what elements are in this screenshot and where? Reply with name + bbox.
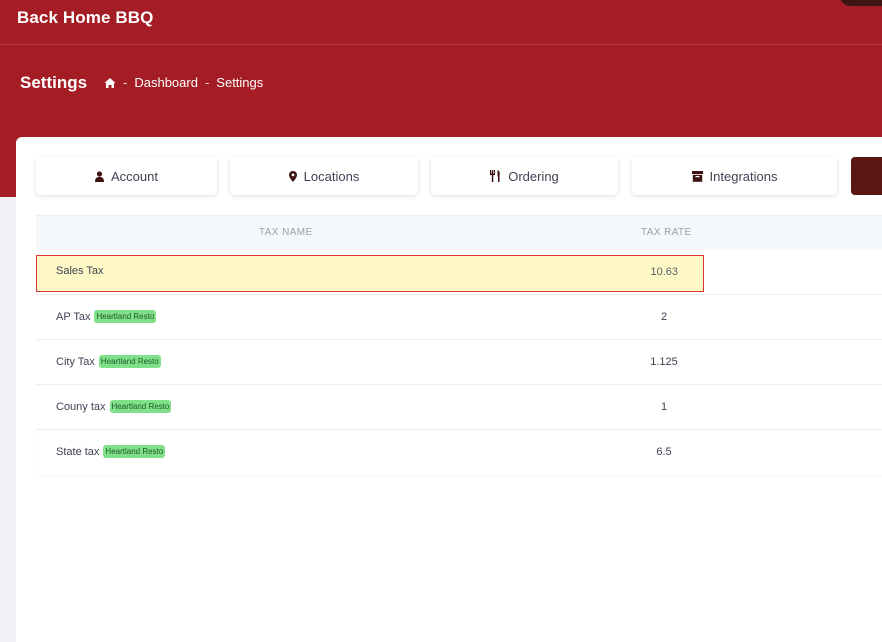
page-title: Settings	[20, 73, 88, 92]
tax-rate: 10.63	[650, 266, 678, 278]
tab-locations[interactable]: Locations	[230, 157, 418, 195]
tax-name: Couny tax Heartland Resto	[56, 400, 172, 413]
breadcrumb-separator: -	[123, 75, 128, 90]
tax-name-text: Couny tax	[56, 400, 106, 413]
table-row[interactable]: Couny tax Heartland Resto 1	[36, 385, 882, 430]
user-icon	[95, 170, 104, 182]
tab-ordering-label: Ordering	[508, 168, 559, 184]
tab-taxes-active[interactable]	[851, 157, 882, 195]
table-row[interactable]: State tax Heartland Resto 6.5	[36, 430, 882, 475]
tab-integrations-label: Integrations	[709, 168, 778, 184]
archive-box-icon	[691, 170, 703, 182]
tax-name: State tax Heartland Resto	[56, 445, 166, 458]
breadcrumb-dashboard[interactable]: Dashboard	[134, 75, 198, 90]
integration-badge: Heartland Resto	[94, 310, 157, 323]
tax-name-text: City Tax	[56, 355, 95, 368]
tab-ordering[interactable]: Ordering	[431, 157, 618, 195]
tab-integrations[interactable]: Integrations	[632, 157, 837, 195]
header-divider	[0, 44, 882, 45]
table-row[interactable]: City Tax Heartland Resto 1.125	[36, 340, 882, 385]
tax-rate: 1	[660, 401, 668, 413]
breadcrumb: - Dashboard - Settings	[104, 75, 263, 90]
column-header-tax-name[interactable]: TAX NAME	[259, 227, 313, 238]
map-marker-icon	[288, 170, 297, 182]
tax-name: City Tax Heartland Resto	[56, 355, 161, 368]
utensils-icon	[490, 170, 500, 182]
breadcrumb-settings: Settings	[216, 75, 264, 90]
tax-name: Sales Tax	[56, 265, 104, 277]
table-header: TAX NAME TAX RATE	[36, 215, 882, 250]
tab-locations-label: Locations	[303, 168, 360, 184]
selected-row-highlight	[36, 255, 704, 292]
tab-account-label: Account	[111, 168, 158, 184]
brand-name[interactable]: Back Home BBQ	[17, 8, 154, 27]
tax-rate: 1.125	[650, 356, 678, 368]
integration-badge: Heartland Resto	[103, 445, 166, 458]
tax-name-text: AP Tax	[56, 310, 91, 323]
tab-account[interactable]: Account	[36, 157, 217, 195]
integration-badge: Heartland Resto	[98, 355, 161, 368]
tax-rate: 2	[660, 311, 668, 323]
tax-name: AP Tax Heartland Resto	[56, 310, 157, 323]
table-row[interactable]: AP Tax Heartland Resto 2	[36, 295, 882, 340]
tax-name-text: State tax	[56, 445, 100, 458]
integration-badge: Heartland Resto	[109, 400, 172, 413]
table-row[interactable]: Sales Tax 10.63	[36, 250, 882, 295]
user-menu-corner[interactable]	[840, 0, 882, 6]
column-header-tax-rate[interactable]: TAX RATE	[641, 227, 692, 238]
tax-rate: 6.5	[656, 446, 672, 458]
tax-name-text: Sales Tax	[56, 265, 104, 277]
home-icon[interactable]	[104, 77, 116, 89]
breadcrumb-separator: -	[204, 75, 210, 90]
